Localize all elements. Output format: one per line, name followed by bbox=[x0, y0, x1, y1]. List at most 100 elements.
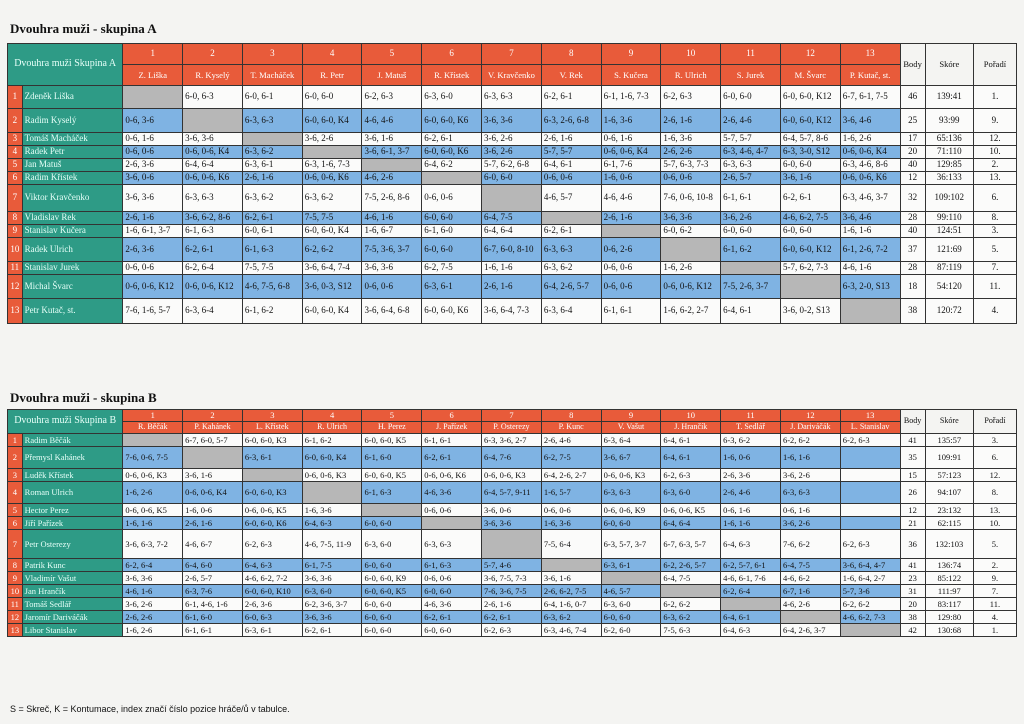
player-row: 6 Radim Křístek 3-6, 0-6 0-6, 0-6, K6 2-6, 1… bbox=[7, 171, 1018, 185]
result-cell: 6-3, 6-0 bbox=[600, 597, 662, 611]
result-cell: 6-0, 6-0 bbox=[600, 610, 662, 624]
group-corner-label: Dvouhra muži Skupina A bbox=[6, 43, 124, 86]
result-cell: 6-3, 1-6, 7-3 bbox=[301, 158, 363, 172]
result-cell: 4-6, 6-1, 7-6 bbox=[720, 571, 781, 585]
result-cell: 6-2, 6-1 bbox=[540, 224, 602, 238]
result-cell: 6-3, 6-3 bbox=[421, 529, 483, 559]
player-row: 5 Jan Matuš 2-6, 3-6 6-4, 6-4 6-3, 6-1 6-3, 1… bbox=[7, 158, 1018, 172]
result-cell: 6-1, 6-3 bbox=[241, 237, 303, 262]
result-cell: 5-7, 3-6 bbox=[839, 584, 901, 598]
rank-cell: 11. bbox=[972, 597, 1018, 611]
result-cell: 6-4, 7-5 bbox=[779, 558, 841, 572]
rank-cell: 13. bbox=[972, 171, 1018, 185]
result-cell: 7-6, 0-6, 7-5 bbox=[122, 446, 184, 469]
group-a-title: Dvouhra muži - skupina A bbox=[10, 21, 157, 36]
result-cell: 6-4, 6-3 bbox=[720, 529, 781, 559]
result-cell: 6-3, 4-6, 7-4 bbox=[540, 623, 602, 637]
result-cell: 3-6, 1-6 bbox=[182, 468, 243, 482]
diagonal-cell bbox=[122, 433, 184, 447]
column-player-name: R. Kyselý bbox=[182, 64, 243, 86]
result-cell: 6-4, 6-0 bbox=[182, 558, 243, 572]
result-cell: 6-0, 6-0, K5 bbox=[361, 433, 423, 447]
diagonal-cell bbox=[540, 558, 602, 572]
result-cell: 6-7, 6-3, 5-7 bbox=[660, 529, 722, 559]
diagonal-cell bbox=[839, 623, 901, 637]
row-number: 2 bbox=[7, 446, 23, 469]
column-player-name: V. Vašut bbox=[600, 421, 662, 434]
result-cell: 6-4, 6-1 bbox=[540, 158, 602, 172]
result-cell: 6-2, 6-1 bbox=[421, 610, 483, 624]
result-cell: 6-3, 5-7, 3-7 bbox=[600, 529, 662, 559]
column-player-name: J. Hrančík bbox=[660, 421, 722, 434]
rank-cell: 2. bbox=[972, 158, 1018, 172]
result-cell: 6-0, 6-0 bbox=[779, 224, 841, 238]
rank-cell: 7. bbox=[972, 261, 1018, 275]
result-cell: 0-6, 0-6, K9 bbox=[600, 503, 662, 517]
result-cell: 6-7, 6-0, 5-7 bbox=[182, 433, 243, 447]
result-cell: 1-6, 6-4, 2-7 bbox=[839, 571, 901, 585]
result-cell: 0-6, 0-6, K4 bbox=[182, 481, 243, 504]
rank-cell: 3. bbox=[972, 224, 1018, 238]
column-player-name: H. Perez bbox=[361, 421, 423, 434]
diagonal-cell bbox=[481, 184, 542, 212]
result-cell: 6-2, 6-2 bbox=[660, 597, 722, 611]
rank-cell: 10. bbox=[972, 145, 1018, 159]
player-row: 11 Stanislav Jurek 0-6, 0-6 6-2, 6-4 7-5, 7-… bbox=[7, 261, 1018, 275]
result-cell: 3-6, 4-6 bbox=[839, 211, 901, 225]
result-cell: 4-6, 7-5, 11-9 bbox=[301, 529, 363, 559]
row-number: 13 bbox=[7, 623, 23, 637]
result-cell: 6-3, 6-1 bbox=[421, 274, 483, 299]
result-cell: 6-3, 6-3 bbox=[779, 481, 841, 504]
result-cell: 6-7, 1-6 bbox=[779, 584, 841, 598]
result-cell: 4-6, 6-7 bbox=[182, 529, 243, 559]
result-cell: 3-6, 2-6 bbox=[779, 468, 841, 482]
result-cell: 6-2, 6-4 bbox=[720, 584, 781, 598]
player-name: Viktor Kravčenko bbox=[21, 184, 124, 212]
diagonal-cell bbox=[660, 237, 722, 262]
score-cell: 99:110 bbox=[924, 211, 974, 225]
result-cell: 6-0, 6-0, K12 bbox=[779, 85, 841, 109]
points-cell: 35 bbox=[899, 446, 926, 469]
points-cell: 25 bbox=[899, 108, 926, 133]
result-cell: 0-6, 0-6, K3 bbox=[481, 468, 542, 482]
diagonal-cell bbox=[660, 584, 722, 598]
result-cell: 6-0, 6-0, K6 bbox=[421, 108, 483, 133]
points-cell: 41 bbox=[899, 558, 926, 572]
player-row: 1 Zdeněk Liška 6-0, 6-3 6-0, 6-1 6-0, 6-0 6-2… bbox=[7, 85, 1018, 109]
result-cell: 3-6, 3-6 bbox=[660, 211, 722, 225]
result-cell: 4-6, 5-7 bbox=[540, 184, 602, 212]
column-player-name: V. Rek bbox=[540, 64, 602, 86]
result-cell: 1-6, 0-6 bbox=[182, 503, 243, 517]
player-row: 12 Jaromír Dariváčák 2-6, 2-6 6-1, 6-0 6-0, … bbox=[7, 610, 1018, 624]
points-cell: 17 bbox=[899, 132, 926, 146]
result-cell: 3-6, 6-1, 3-7 bbox=[361, 145, 423, 159]
diagonal-cell bbox=[182, 446, 243, 469]
column-player-name: T. Sedlář bbox=[720, 421, 781, 434]
result-cell: 3-6, 3-6 bbox=[182, 132, 243, 146]
column-number: 11 bbox=[720, 43, 781, 65]
result-cell: 1-6, 5-7 bbox=[540, 481, 602, 504]
diagonal-cell bbox=[182, 108, 243, 133]
result-cell: 7-5, 6-3 bbox=[660, 623, 722, 637]
result-cell: 6-1, 6-1 bbox=[600, 298, 662, 324]
result-cell: 6-3, 6-3 bbox=[182, 184, 243, 212]
score-cell: 109:91 bbox=[924, 446, 974, 469]
result-cell: 6-2, 3-6, 3-7 bbox=[301, 597, 363, 611]
points-cell: 26 bbox=[899, 481, 926, 504]
rank-cell: 10. bbox=[972, 516, 1018, 530]
result-cell: 5-7, 5-7 bbox=[720, 132, 781, 146]
rank-cell: 5. bbox=[972, 237, 1018, 262]
column-player-name: R. Ulrich bbox=[660, 64, 722, 86]
result-cell: 6-3, 4-6, 3-7 bbox=[839, 184, 901, 212]
header-poradi: Pořadí bbox=[972, 43, 1018, 86]
result-cell: 6-3, 6-2 bbox=[720, 433, 781, 447]
player-row: 10 Radek Ulrich 2-6, 3-6 6-2, 6-1 6-1, 6-3 6-… bbox=[7, 237, 1018, 262]
result-cell: 6-2, 6-3 bbox=[660, 468, 722, 482]
result-cell: 3-6, 2-6 bbox=[481, 145, 542, 159]
player-row: 12 Michal Švarc 0-6, 0-6, K12 0-6, 0-6, K12… bbox=[7, 274, 1018, 299]
player-row: 13 Libor Stanislav 1-6, 2-6 6-1, 6-1 6-3, 6-… bbox=[7, 623, 1018, 637]
column-number: 5 bbox=[361, 409, 423, 422]
result-cell: 6-0, 6-0 bbox=[421, 237, 483, 262]
result-cell: 1-6, 6-7 bbox=[361, 224, 423, 238]
result-cell: 6-0, 6-2 bbox=[660, 224, 722, 238]
